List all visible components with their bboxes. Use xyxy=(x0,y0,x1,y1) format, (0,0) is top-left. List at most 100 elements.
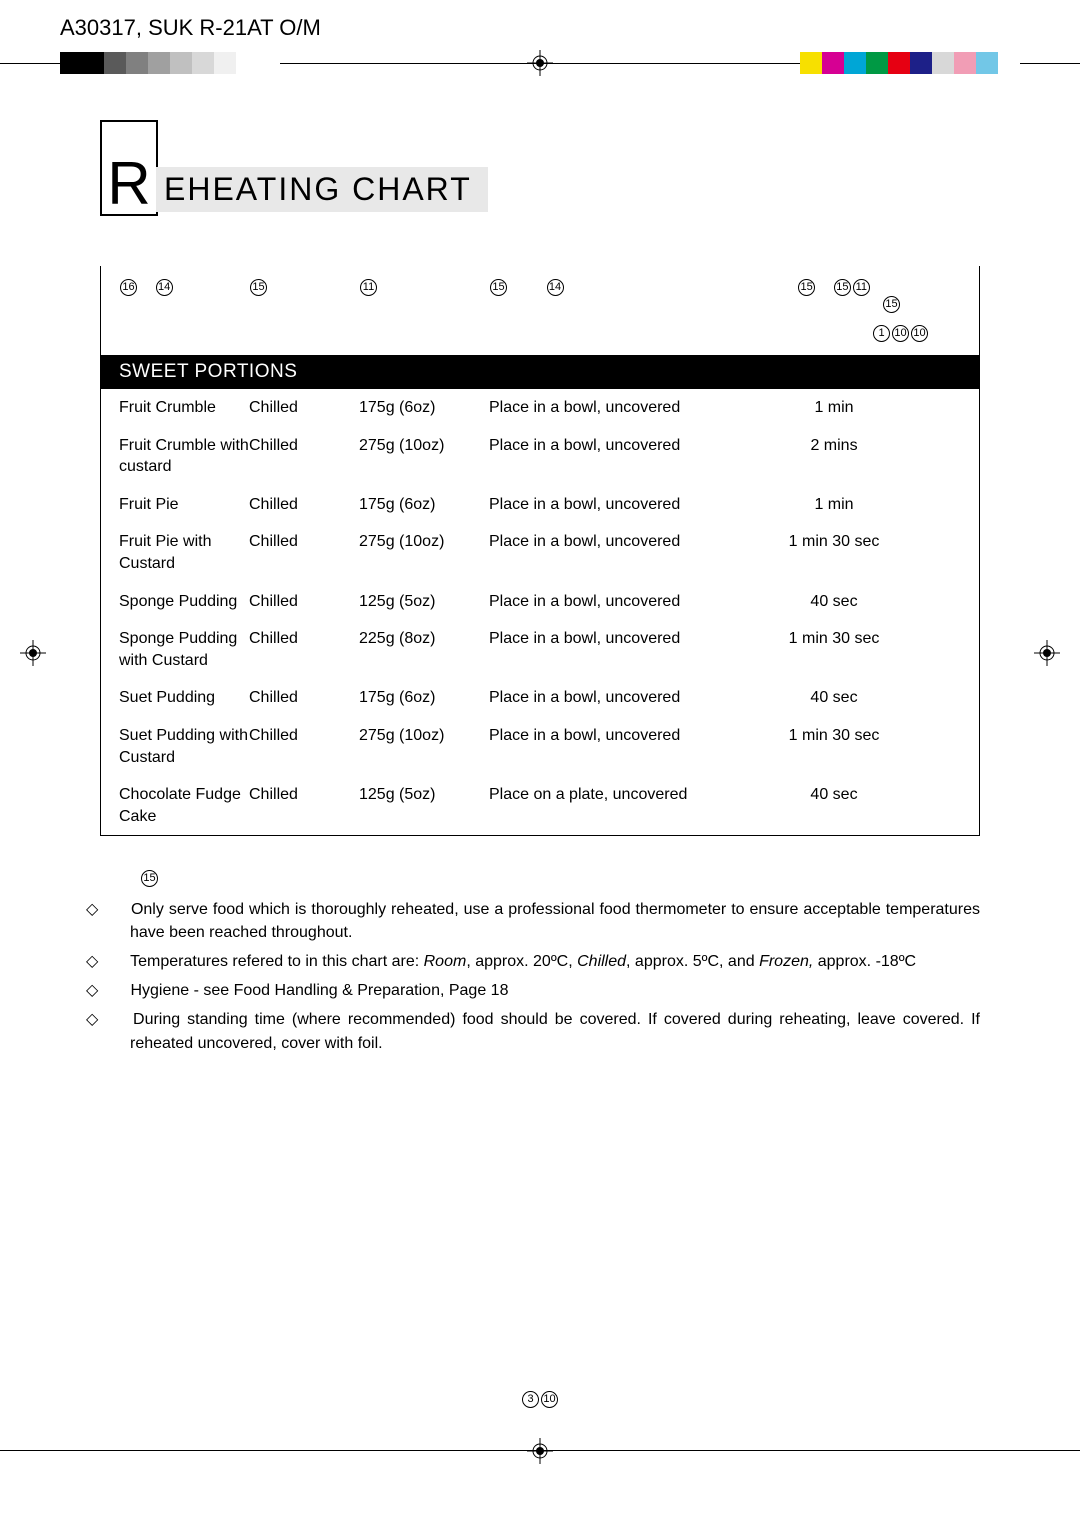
cell-temp: Chilled xyxy=(249,725,359,768)
cell-method: Place in a bowl, uncovered xyxy=(489,687,749,709)
table-row: Fruit CrumbleChilled175g (6oz)Place in a… xyxy=(101,389,979,427)
cell-method: Place in a bowl, uncovered xyxy=(489,628,749,671)
table-row: Fruit Crumble with custardChilled275g (1… xyxy=(101,427,979,486)
cell-food: Fruit Pie xyxy=(119,494,249,516)
cell-food: Chocolate Fudge Cake xyxy=(119,784,249,827)
color-swatch xyxy=(192,52,214,74)
cell-temp: Chilled xyxy=(249,435,359,478)
cell-weight: 125g (5oz) xyxy=(359,591,489,613)
title-initial: R xyxy=(100,120,158,216)
cell-temp: Chilled xyxy=(249,628,359,671)
color-swatch xyxy=(976,52,998,74)
table-row: Sponge Pudding with CustardChilled225g (… xyxy=(101,620,979,679)
colorbar-right xyxy=(800,52,1020,74)
note-item: ◇ Only serve food which is thoroughly re… xyxy=(100,898,980,944)
cell-temp: Chilled xyxy=(249,494,359,516)
table-body: Fruit CrumbleChilled175g (6oz)Place in a… xyxy=(101,389,979,835)
note-circled-ref: 15 xyxy=(140,866,980,889)
color-swatch xyxy=(800,52,822,74)
cell-temp: Chilled xyxy=(249,531,359,574)
registration-mark-icon xyxy=(20,640,46,666)
cell-weight: 175g (6oz) xyxy=(359,494,489,516)
header-col-time: 15 1511 15 11010 xyxy=(749,278,919,313)
cell-time: 1 min 30 sec xyxy=(749,628,919,671)
cell-temp: Chilled xyxy=(249,687,359,709)
title-text: EHEATING CHART xyxy=(156,167,488,212)
color-swatch xyxy=(844,52,866,74)
color-swatch xyxy=(888,52,910,74)
note-item: ◇ During standing time (where recommende… xyxy=(100,1008,980,1054)
page-content: R EHEATING CHART 16 14 15 11 15 14 15 15… xyxy=(100,120,980,1061)
cell-time: 1 min xyxy=(749,397,919,419)
cell-food: Sponge Pudding with Custard xyxy=(119,628,249,671)
cell-time: 40 sec xyxy=(749,591,919,613)
color-swatch xyxy=(214,52,236,74)
cell-weight: 225g (8oz) xyxy=(359,628,489,671)
color-swatch xyxy=(910,52,932,74)
cell-time: 40 sec xyxy=(749,687,919,709)
registration-mark-icon xyxy=(527,50,553,76)
color-swatch xyxy=(148,52,170,74)
table-row: Sponge PuddingChilled125g (5oz)Place in … xyxy=(101,583,979,621)
header-col-food: 16 14 xyxy=(119,278,249,313)
registration-mark-icon xyxy=(1034,640,1060,666)
cell-food: Suet Pudding xyxy=(119,687,249,709)
header-col-temp: 15 xyxy=(249,278,359,313)
cell-weight: 275g (10oz) xyxy=(359,435,489,478)
cell-food: Sponge Pudding xyxy=(119,591,249,613)
color-swatch xyxy=(258,52,280,74)
page-title: R EHEATING CHART xyxy=(100,120,980,216)
table-row: Suet Pudding with CustardChilled275g (10… xyxy=(101,717,979,776)
cell-food: Fruit Crumble with custard xyxy=(119,435,249,478)
cell-weight: 175g (6oz) xyxy=(359,397,489,419)
color-swatch xyxy=(60,52,82,74)
reheating-table: 16 14 15 11 15 14 15 1511 15 11010 SWEET… xyxy=(100,266,980,836)
table-row: Fruit PieChilled175g (6oz)Place in a bow… xyxy=(101,486,979,524)
bottom-rule xyxy=(0,1450,1080,1451)
cell-time: 1 min 30 sec xyxy=(749,531,919,574)
cell-time: 40 sec xyxy=(749,784,919,827)
table-row: Suet PuddingChilled175g (6oz)Place in a … xyxy=(101,679,979,717)
header-col-weight: 11 xyxy=(359,278,489,313)
cell-method: Place in a bowl, uncovered xyxy=(489,397,749,419)
color-swatch xyxy=(126,52,148,74)
cell-method: Place in a bowl, uncovered xyxy=(489,591,749,613)
cell-time: 1 min xyxy=(749,494,919,516)
document-id: A30317, SUK R-21AT O/M xyxy=(60,15,321,41)
cell-time: 2 mins xyxy=(749,435,919,478)
header-col-method: 15 14 xyxy=(489,278,749,313)
cell-method: Place in a bowl, uncovered xyxy=(489,531,749,574)
cell-method: Place in a bowl, uncovered xyxy=(489,725,749,768)
cell-food: Fruit Crumble xyxy=(119,397,249,419)
table-header-row: 16 14 15 11 15 14 15 1511 15 11010 xyxy=(101,266,979,355)
cell-food: Suet Pudding with Custard xyxy=(119,725,249,768)
notes-section: 15 ◇ Only serve food which is thoroughly… xyxy=(100,866,980,1054)
color-swatch xyxy=(104,52,126,74)
cell-food: Fruit Pie with Custard xyxy=(119,531,249,574)
section-heading: SWEET PORTIONS xyxy=(101,355,979,389)
cell-time: 1 min 30 sec xyxy=(749,725,919,768)
color-swatch xyxy=(236,52,258,74)
cell-method: Place in a bowl, uncovered xyxy=(489,435,749,478)
cell-method: Place on a plate, uncovered xyxy=(489,784,749,827)
cell-temp: Chilled xyxy=(249,784,359,827)
note-item: ◇ Hygiene - see Food Handling & Preparat… xyxy=(100,979,980,1002)
colorbar-left xyxy=(60,52,280,74)
color-swatch xyxy=(998,52,1020,74)
color-swatch xyxy=(82,52,104,74)
color-swatch xyxy=(954,52,976,74)
cell-method: Place in a bowl, uncovered xyxy=(489,494,749,516)
page-number: 310 xyxy=(0,1390,1080,1408)
table-row: Fruit Pie with CustardChilled275g (10oz)… xyxy=(101,523,979,582)
cell-weight: 275g (10oz) xyxy=(359,725,489,768)
color-swatch xyxy=(932,52,954,74)
registration-mark-icon xyxy=(527,1438,553,1464)
cell-weight: 125g (5oz) xyxy=(359,784,489,827)
cell-temp: Chilled xyxy=(249,591,359,613)
color-swatch xyxy=(170,52,192,74)
color-swatch xyxy=(866,52,888,74)
cell-weight: 275g (10oz) xyxy=(359,531,489,574)
note-item: ◇ Temperatures refered to in this chart … xyxy=(100,950,980,973)
table-row: Chocolate Fudge CakeChilled125g (5oz)Pla… xyxy=(101,776,979,835)
cell-temp: Chilled xyxy=(249,397,359,419)
